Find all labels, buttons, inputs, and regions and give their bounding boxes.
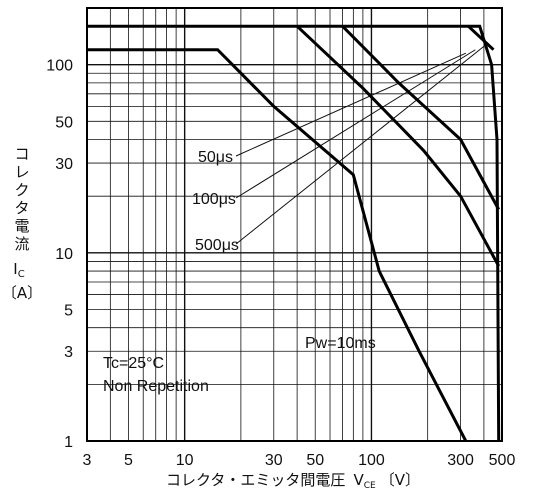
x-tick-labels: 3 5 10 30 50 100 300 500 — [83, 452, 516, 469]
leader-line — [235, 46, 485, 245]
series-line — [87, 48, 468, 442]
label-500us: 500μs — [195, 237, 239, 254]
x-tick-label: 3 — [83, 452, 92, 469]
x-tick-label: 10 — [176, 452, 194, 469]
grid — [87, 8, 502, 441]
x-tick-label: 500 — [489, 452, 516, 469]
label-pw-10ms: Pw=10ms — [305, 335, 376, 352]
x-tick-label: 30 — [265, 452, 283, 469]
y-title-symbol: IC — [13, 260, 24, 280]
series-layer — [87, 24, 501, 442]
label-50us: 50μs — [198, 149, 233, 166]
y-tick-label: 1 — [64, 434, 73, 451]
x-tick-label: 300 — [447, 452, 474, 469]
y-title-char-2: レ — [14, 163, 29, 181]
y-tick-labels: 1 3 5 10 30 50 100 — [46, 58, 73, 451]
leader-lines — [235, 46, 485, 245]
y-tick-label: 100 — [46, 58, 73, 75]
series-line — [87, 24, 501, 442]
y-title-char-1: コ — [14, 145, 29, 163]
y-title-char-4: タ — [14, 199, 29, 217]
y-tick-label: 30 — [55, 156, 73, 173]
y-title-char-3: ク — [14, 181, 29, 199]
y-title-char-6: 流 — [14, 235, 29, 253]
x-tick-label: 5 — [124, 452, 133, 469]
leader-line — [235, 52, 467, 157]
leader-line — [235, 49, 476, 199]
y-tick-label: 50 — [55, 114, 73, 131]
y-tick-label: 3 — [64, 344, 73, 361]
y-axis-title: コ レ ク タ 電 流 IC 〔A〕 — [2, 145, 42, 302]
y-tick-label: 5 — [64, 302, 73, 319]
y-title-unit: 〔A〕 — [2, 284, 42, 302]
series-line — [296, 25, 501, 267]
condition-non-repetition: Non Repetition — [103, 378, 209, 395]
x-tick-label: 50 — [306, 452, 324, 469]
series-line — [341, 25, 501, 211]
y-tick-label: 10 — [55, 246, 73, 263]
label-100us: 100μs — [192, 191, 236, 208]
series-line — [467, 25, 495, 51]
y-title-char-5: 電 — [14, 217, 29, 235]
condition-tc: Tc=25°C — [103, 355, 164, 372]
x-tick-label: 100 — [358, 452, 385, 469]
x-axis-title: コレクタ・エミッタ間電圧 VCE 〔V〕 — [166, 471, 420, 491]
plot-frame — [86, 7, 503, 442]
